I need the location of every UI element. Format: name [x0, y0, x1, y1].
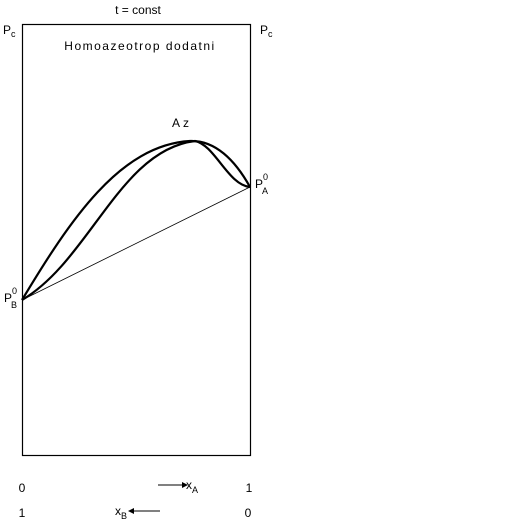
x-start: 0 [19, 481, 26, 495]
azeotrope-label: Az [172, 116, 192, 130]
x-end: 1 [246, 481, 253, 495]
symbol: P [3, 23, 11, 37]
symbol: x [115, 504, 121, 518]
subscript: c [268, 29, 273, 39]
subscript: A [262, 186, 268, 196]
subscript: B [11, 300, 17, 310]
symbol: P [4, 291, 12, 305]
symbol: x [186, 478, 192, 492]
x-b-label: xB [115, 504, 127, 521]
x-start: 1 [19, 506, 26, 520]
left-axis-label: Pc [3, 23, 16, 39]
plot-frame [21, 23, 252, 457]
symbol: P [255, 177, 263, 191]
symbol: P [260, 23, 268, 37]
superscript: 0 [263, 172, 268, 182]
subscript: B [121, 511, 127, 521]
liquid-curve [21, 139, 251, 301]
point-a-label: P0 A [255, 172, 268, 196]
ideal-line [21, 186, 251, 301]
title: t = const [115, 3, 161, 17]
point-b-label: P0 B [4, 286, 17, 310]
vapor-curve [21, 139, 251, 301]
superscript: 0 [12, 286, 17, 296]
right-axis-label: Pc [260, 23, 273, 39]
x-end: 0 [245, 506, 252, 520]
arrow-head [182, 482, 188, 488]
arrow-head [128, 508, 134, 514]
subscript: c [11, 29, 16, 39]
subscript: A [192, 485, 198, 495]
caption: Homoazeotrop dodatni [64, 39, 215, 53]
x-a-label: xA [186, 478, 198, 495]
